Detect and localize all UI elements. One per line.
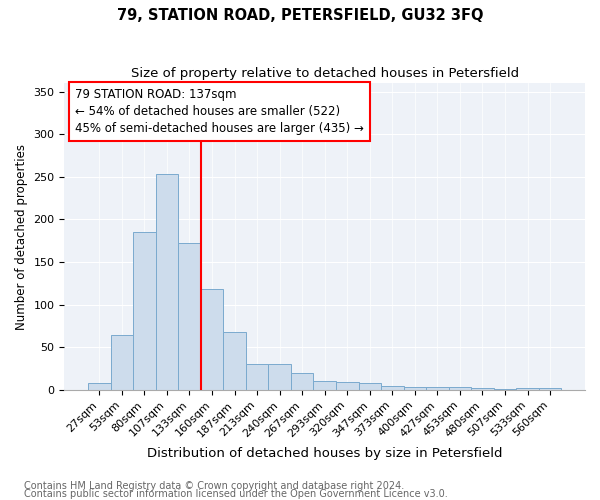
Text: 79, STATION ROAD, PETERSFIELD, GU32 3FQ: 79, STATION ROAD, PETERSFIELD, GU32 3FQ bbox=[117, 8, 483, 22]
Text: 79 STATION ROAD: 137sqm
← 54% of detached houses are smaller (522)
45% of semi-d: 79 STATION ROAD: 137sqm ← 54% of detache… bbox=[75, 88, 364, 134]
Bar bbox=[426, 386, 449, 390]
Text: Contains public sector information licensed under the Open Government Licence v3: Contains public sector information licen… bbox=[24, 489, 448, 499]
Bar bbox=[291, 373, 313, 390]
Bar bbox=[201, 290, 223, 390]
Bar bbox=[268, 364, 291, 390]
Y-axis label: Number of detached properties: Number of detached properties bbox=[15, 144, 28, 330]
Bar bbox=[336, 382, 359, 390]
Bar bbox=[246, 364, 268, 390]
Bar bbox=[313, 380, 336, 390]
Bar bbox=[178, 244, 201, 390]
Bar bbox=[449, 388, 471, 390]
Bar bbox=[359, 383, 381, 390]
Bar bbox=[539, 388, 562, 390]
Bar bbox=[110, 334, 133, 390]
Bar bbox=[381, 386, 404, 390]
Bar bbox=[471, 388, 494, 390]
Text: Contains HM Land Registry data © Crown copyright and database right 2024.: Contains HM Land Registry data © Crown c… bbox=[24, 481, 404, 491]
Title: Size of property relative to detached houses in Petersfield: Size of property relative to detached ho… bbox=[131, 68, 519, 80]
Bar bbox=[494, 389, 516, 390]
Bar bbox=[516, 388, 539, 390]
Bar bbox=[88, 383, 110, 390]
Bar bbox=[133, 232, 155, 390]
Bar bbox=[404, 386, 426, 390]
Bar bbox=[223, 332, 246, 390]
Bar bbox=[155, 174, 178, 390]
X-axis label: Distribution of detached houses by size in Petersfield: Distribution of detached houses by size … bbox=[147, 447, 502, 460]
